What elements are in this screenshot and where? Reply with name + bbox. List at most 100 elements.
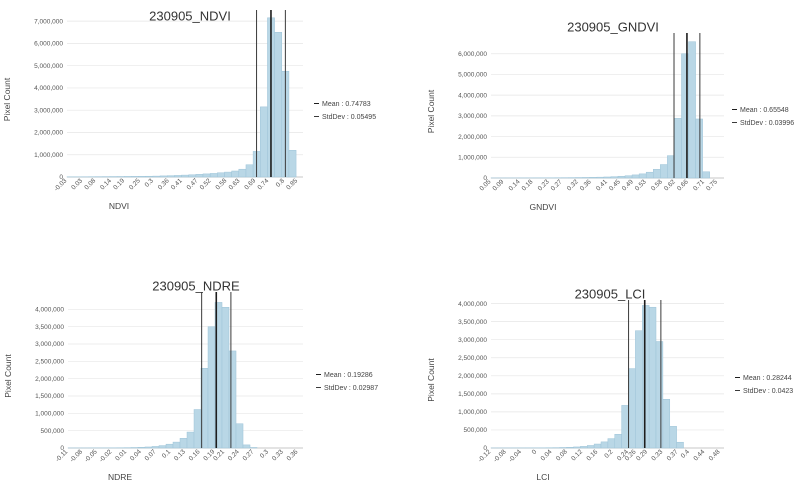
chart-1-bar — [231, 170, 240, 178]
chart-3-bar — [144, 446, 153, 449]
chart-4-x-tick-label: 0.08 — [555, 448, 569, 462]
chart-1-bar — [209, 173, 218, 178]
chart-3-bar — [179, 438, 188, 449]
chart-1-x-tick-label: 0.08 — [83, 177, 97, 191]
chart-1-x-tick-label: 0.52 — [199, 177, 213, 191]
chart-2-bar — [695, 118, 703, 179]
chart-4-bar — [628, 368, 636, 449]
chart-3-x-tick-label: -0.11 — [54, 448, 69, 463]
chart-3-bar — [137, 447, 146, 449]
chart-2-bar — [702, 171, 710, 179]
chart-1-x-tick-label: 0.41 — [170, 177, 184, 191]
chart-1-bar — [195, 174, 204, 178]
chart-3-bar — [151, 446, 160, 449]
chart-4-bar — [600, 441, 609, 449]
chart-3-legend-entry: StdDev : 0.02987 — [324, 385, 378, 392]
chart-4-bar — [566, 447, 574, 449]
chart-2-x-tick-label: 0.53 — [634, 178, 648, 192]
chart-2-x-axis-title: GNDVI — [530, 202, 557, 212]
chart-1-y-tick-label: 0 — [59, 174, 63, 181]
chart-2-x-tick-label: 0.27 — [550, 178, 564, 192]
chart-4-x-tick-label: 0.4 — [680, 448, 692, 460]
chart-4-x-tick-label: 0.33 — [650, 448, 664, 462]
chart-1-x-tick-label: 0.8 — [275, 177, 287, 189]
chart-4-bar — [593, 443, 602, 449]
chart-4-bar — [621, 405, 629, 449]
chart-1-bar — [152, 175, 161, 178]
chart-4-bar — [587, 445, 595, 449]
chart-3-x-tick-label: 0.36 — [286, 448, 300, 462]
chart-1-y-tick-label: 5,000,000 — [34, 63, 63, 70]
chart-2-y-axis-title: Pixel Count — [426, 89, 436, 133]
chart-4-bar — [669, 426, 677, 449]
chart-1-x-tick-label: -0.03 — [53, 177, 69, 193]
chart-1-bar — [238, 168, 247, 178]
chart-2-x-tick-label: 0.62 — [663, 178, 677, 192]
chart-2-x-tick-label: 0.75 — [705, 178, 719, 192]
chart-3-x-tick-label: 0.24 — [227, 448, 241, 462]
chart-2-bar — [617, 175, 626, 179]
chart-1-y-axis-title: Pixel Count — [2, 77, 12, 121]
chart-4-x-axis-title: LCI — [536, 472, 549, 482]
chart-3-bar — [242, 444, 251, 449]
chart-3-y-tick-label: 500,000 — [41, 428, 65, 435]
chart-2-bar — [603, 176, 612, 179]
chart-2-bar — [660, 164, 668, 179]
chart-2-legend-entry: StdDev : 0.03996 — [740, 120, 794, 127]
chart-1-x-tick-label: 0.14 — [99, 177, 113, 191]
chart-1-x-axis-title: NDVI — [109, 201, 129, 211]
chart-2-y-tick-label: 5,000,000 — [458, 72, 487, 79]
chart-2-bar — [645, 171, 654, 179]
chart-1-y-tick-label: 2,000,000 — [34, 130, 63, 137]
chart-1-y-tick-label: 4,000,000 — [34, 85, 63, 92]
chart-1-x-tick-label: 0.19 — [112, 177, 126, 191]
chart-3-x-tick-label: 0.21 — [212, 448, 226, 462]
chart-1-bar — [202, 173, 211, 178]
chart-2-x-tick-label: 0.14 — [508, 178, 522, 192]
chart-3-x-tick-label: -0.05 — [83, 448, 99, 464]
chart-3-x-tick-label: 0.27 — [242, 448, 256, 462]
chart-1-bar — [217, 172, 225, 178]
chart-1-y-tick-label: 1,000,000 — [34, 152, 63, 159]
chart-1-x-tick-label: 0.69 — [243, 177, 257, 191]
chart-4: 230905_LCI 0 500,000 1,000,000 1,500,000 2,00… — [426, 287, 793, 482]
chart-3-y-tick-label: 2,500,000 — [35, 359, 64, 366]
chart-4-x-tick-label: 0.12 — [570, 448, 584, 462]
chart-4-bar — [614, 434, 622, 449]
chart-4-bar — [648, 306, 657, 449]
chart-2-x-tick-label: 0.41 — [595, 178, 609, 192]
chart-2-bar — [688, 41, 696, 179]
chart-1-bar — [174, 175, 182, 178]
chart-3-title: 230905_NDRE — [152, 279, 240, 294]
chart-4-x-tick-label: 0.48 — [708, 448, 722, 462]
chart-4-x-tick-label: 0.16 — [585, 448, 599, 462]
chart-3-y-tick-label: 1,000,000 — [35, 411, 64, 418]
chart-2-x-tick-label: 0.18 — [521, 178, 535, 192]
chart-1-x-tick-label: 0.63 — [228, 177, 242, 191]
chart-3-x-axis-title: NDRE — [108, 472, 132, 482]
chart-2-bar — [653, 169, 661, 179]
chart-4-y-tick-label: 2,000,000 — [458, 373, 487, 380]
chart-3-bar — [207, 326, 216, 449]
chart-3-y-tick-label: 3,000,000 — [35, 341, 64, 348]
chart-3-x-tick-label: 0.3 — [259, 448, 271, 460]
chart-3-bar — [235, 423, 244, 449]
chart-1-bar — [166, 175, 175, 178]
chart-1-legend-entry: StdDev : 0.05495 — [322, 114, 376, 121]
chart-4-y-tick-label: 2,500,000 — [458, 355, 487, 362]
chart-3-x-tick-label: 0.1 — [161, 448, 173, 460]
chart-2-y-tick-label: 1,000,000 — [458, 154, 487, 161]
chart-4-y-tick-label: 500,000 — [464, 427, 488, 434]
chart-2-y-tick-label: 6,000,000 — [458, 51, 487, 58]
chart-2-bar — [610, 176, 619, 179]
chart-3-bar — [193, 409, 202, 449]
chart-4-title: 230905_LCI — [575, 287, 646, 302]
chart-3-x-tick-label: 0.16 — [188, 448, 202, 462]
chart-1-bar — [288, 150, 297, 178]
chart-3-x-tick-label: -0.08 — [69, 448, 85, 464]
chart-2-x-tick-label: 0.71 — [692, 178, 706, 192]
chart-3-x-tick-label: 0.13 — [173, 448, 187, 462]
chart-4-y-tick-label: 1,500,000 — [458, 391, 487, 398]
chart-4-x-tick-label: 0.2 — [603, 448, 615, 460]
